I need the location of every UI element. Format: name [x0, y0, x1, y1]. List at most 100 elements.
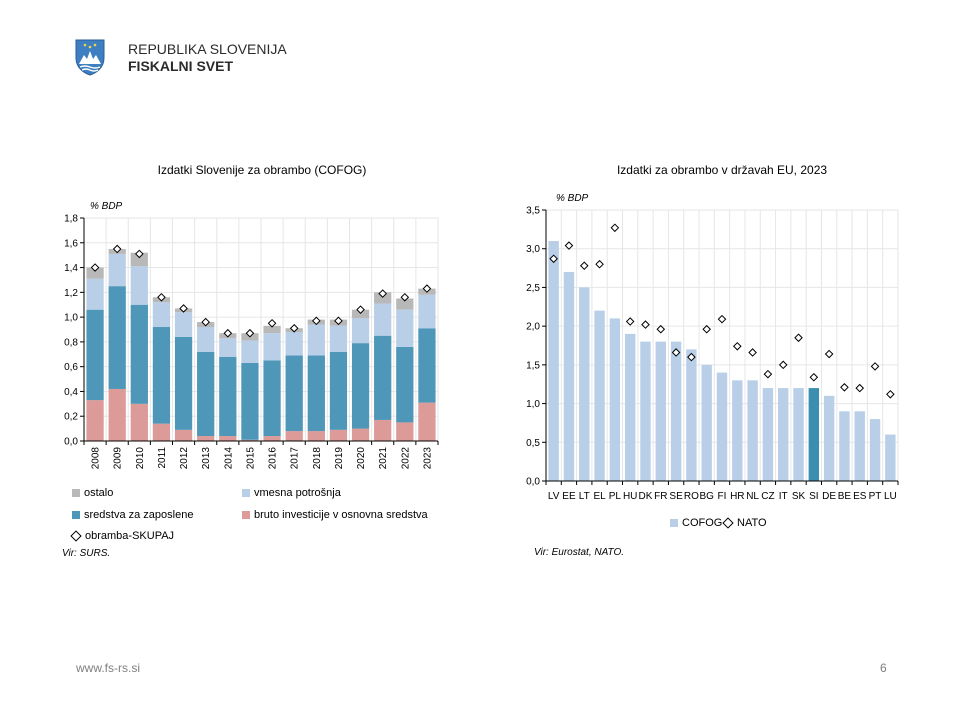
bar-cofog — [778, 388, 789, 481]
y-tick-label: 3,5 — [526, 206, 540, 217]
nato-marker — [579, 261, 589, 271]
chart1-source: Vir: SURS. — [62, 548, 111, 559]
bar-cofog — [686, 349, 697, 481]
bar-segment-sredstva — [374, 335, 392, 420]
x-tick-label: LV — [548, 491, 560, 502]
chart2-unit-label: % BDP — [556, 193, 589, 204]
nato-marker — [641, 320, 650, 329]
x-tick-label: HR — [730, 491, 744, 502]
total-marker — [312, 316, 321, 326]
bar-segment-bruto — [418, 402, 436, 441]
diamond-marker-icon — [722, 517, 734, 529]
nato-marker — [840, 383, 849, 392]
legend-swatch — [72, 511, 80, 519]
x-tick-label: 2012 — [179, 447, 190, 470]
legend-swatch — [670, 519, 678, 527]
chart1-unit-label: % BDP — [90, 201, 123, 212]
x-tick-label: HU — [623, 491, 637, 502]
bar-segment-sredstva — [263, 360, 281, 437]
total-marker — [378, 289, 387, 298]
organization-name: REPUBLIKA SLOVENIJA FISKALNI SVET — [128, 41, 287, 75]
bar-segment-sredstva — [108, 286, 126, 389]
bar-segment-vmesna — [86, 278, 104, 310]
total-marker — [289, 323, 299, 333]
total-marker — [201, 317, 210, 327]
x-tick-label: 2019 — [334, 447, 345, 470]
page-number: 6 — [880, 661, 887, 675]
bar-cofog — [640, 341, 651, 481]
bar-segment-sredstva — [197, 351, 215, 437]
bar-segment-ostalo — [374, 292, 392, 304]
x-tick-label: 2015 — [245, 447, 256, 470]
y-tick-label: 0,0 — [526, 477, 540, 488]
nato-marker — [763, 369, 773, 379]
bar-cofog — [594, 310, 605, 481]
legend-item-sredstva: sredstva za zaposlene — [72, 509, 193, 521]
nato-marker — [671, 348, 681, 357]
bar-segment-ostalo — [263, 325, 281, 334]
nato-marker — [549, 254, 558, 264]
x-tick-label: 2011 — [157, 447, 168, 469]
x-tick-label: RO — [684, 491, 699, 502]
nato-marker — [748, 348, 757, 357]
legend-swatch — [242, 489, 250, 497]
total-marker — [245, 328, 255, 338]
nato-marker — [794, 333, 803, 343]
legend-item-bruto: bruto investicije v osnovna sredstva — [242, 509, 428, 521]
total-marker — [267, 318, 277, 328]
chart1-title: Izdatki Slovenije za obrambo (COFOG) — [157, 163, 367, 177]
x-tick-label: SE — [669, 491, 683, 502]
bar-segment-vmesna — [263, 333, 281, 361]
legend-label: sredstva za zaposlene — [84, 509, 194, 521]
bar-cofog — [716, 372, 728, 481]
total-marker — [356, 305, 365, 314]
bar-segment-sredstva — [351, 343, 370, 429]
org-name-line1: REPUBLIKA SLOVENIJA — [128, 41, 287, 57]
bar-segment-vmesna — [307, 324, 325, 356]
y-tick-label: 1,0 — [526, 399, 540, 410]
bar-segment-sredstva — [174, 336, 193, 430]
x-tick-label: EE — [562, 491, 576, 502]
bar-segment-bruto — [86, 400, 104, 441]
legend-label: NATO — [737, 517, 767, 529]
total-marker — [157, 292, 166, 302]
bar-segment-bruto — [174, 429, 193, 441]
bar-segment-sredstva — [86, 309, 104, 401]
bar-segment-ostalo — [396, 298, 414, 310]
x-tick-label: PT — [869, 491, 882, 502]
bar-segment-sredstva — [418, 328, 436, 403]
bar-cofog — [609, 318, 621, 481]
x-tick-label: 2013 — [201, 447, 212, 470]
x-tick-label: DK — [639, 491, 653, 502]
total-marker — [334, 316, 343, 326]
legend-item-skupaj: obramba-SKUPAJ — [70, 530, 174, 542]
y-tick-label: 1,5 — [526, 360, 540, 371]
total-marker — [112, 244, 122, 254]
bar-segment-vmesna — [285, 331, 303, 356]
x-tick-label: 2020 — [356, 447, 367, 470]
bar-cofog — [548, 240, 559, 481]
bar-segment-sredstva — [396, 346, 414, 423]
x-tick-label: IT — [779, 491, 788, 502]
bar-segment-bruto — [152, 423, 171, 441]
bar-segment-ostalo — [351, 309, 370, 319]
bar-segment-sredstva — [152, 327, 171, 424]
bar-segment-sredstva — [307, 355, 325, 432]
total-marker — [135, 249, 144, 259]
bar-segment-vmesna — [329, 325, 348, 352]
y-tick-label: 2,5 — [526, 283, 540, 294]
bar-segment-bruto — [130, 403, 148, 441]
bar-cofog — [747, 380, 758, 481]
bar-cofog — [732, 380, 743, 481]
legend-swatch — [242, 511, 250, 519]
bar-segment-vmesna — [374, 303, 392, 336]
x-tick-label: BE — [838, 491, 852, 502]
x-tick-label: SI — [809, 491, 818, 502]
x-tick-label: 2021 — [378, 447, 389, 470]
nato-marker — [886, 389, 895, 399]
legend-label: ostalo — [84, 487, 114, 499]
y-tick-label: 1,8 — [64, 214, 78, 225]
x-tick-label: PL — [609, 491, 622, 502]
bar-cofog — [854, 411, 865, 481]
